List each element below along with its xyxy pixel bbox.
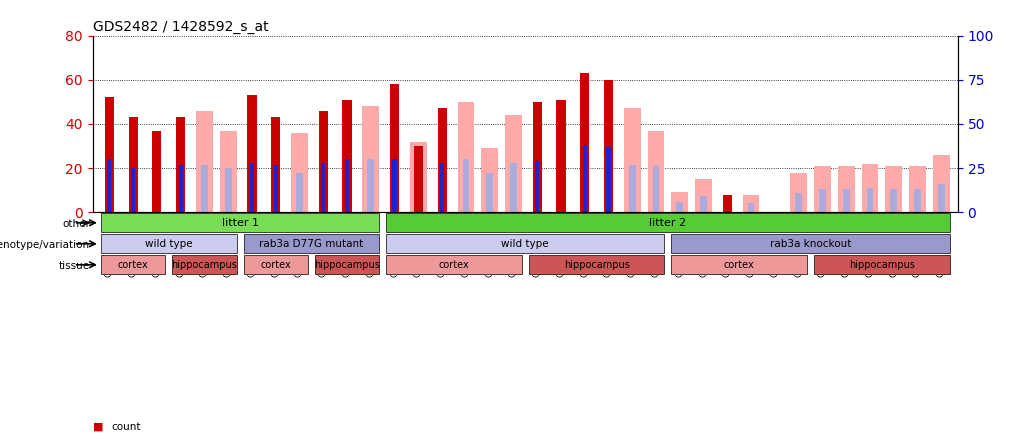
Bar — [533, 102, 542, 212]
Bar — [843, 189, 850, 212]
Text: cortex: cortex — [439, 260, 470, 270]
Bar — [624, 108, 641, 212]
Bar — [386, 255, 522, 274]
Bar — [814, 166, 831, 212]
Bar — [528, 255, 664, 274]
Bar — [886, 166, 902, 212]
Bar — [510, 163, 517, 212]
Bar — [392, 159, 397, 212]
Bar — [653, 166, 659, 212]
Bar — [318, 111, 328, 212]
Bar — [244, 234, 379, 253]
Text: ■: ■ — [93, 422, 103, 432]
Text: hippocampus: hippocampus — [314, 260, 380, 270]
Bar — [938, 184, 945, 212]
Bar — [672, 255, 806, 274]
Bar — [695, 179, 712, 212]
Bar — [297, 174, 303, 212]
Bar — [390, 84, 400, 212]
Bar — [291, 133, 308, 212]
Bar — [386, 214, 950, 232]
Bar — [743, 194, 759, 212]
Bar — [481, 148, 497, 212]
Bar — [201, 165, 208, 212]
Bar — [604, 80, 613, 212]
Bar — [105, 97, 114, 212]
Text: cortex: cortex — [117, 260, 148, 270]
Text: litter 1: litter 1 — [221, 218, 259, 228]
Bar — [890, 189, 897, 212]
Bar — [101, 255, 165, 274]
Bar — [321, 163, 325, 212]
Bar — [505, 115, 522, 212]
Bar — [862, 164, 879, 212]
Bar — [536, 161, 540, 212]
Text: cortex: cortex — [724, 260, 755, 270]
Bar — [819, 189, 826, 212]
Bar — [315, 255, 379, 274]
Bar — [837, 166, 855, 212]
Text: hippocampus: hippocampus — [171, 260, 237, 270]
Bar — [462, 159, 470, 212]
Bar — [271, 117, 280, 212]
Bar — [700, 196, 707, 212]
Bar — [225, 168, 232, 212]
Bar — [386, 234, 664, 253]
Bar — [172, 255, 237, 274]
Bar — [866, 187, 873, 212]
Text: rab3a D77G mutant: rab3a D77G mutant — [260, 239, 364, 249]
Bar — [363, 106, 379, 212]
Text: wild type: wild type — [145, 239, 193, 249]
Bar — [457, 102, 474, 212]
Bar — [672, 192, 688, 212]
Text: litter 2: litter 2 — [649, 218, 686, 228]
Bar — [629, 165, 636, 212]
Bar — [790, 173, 806, 212]
Text: wild type: wild type — [502, 239, 549, 249]
Text: GDS2482 / 1428592_s_at: GDS2482 / 1428592_s_at — [93, 20, 269, 35]
Bar — [342, 99, 351, 212]
Bar — [101, 214, 379, 232]
Bar — [583, 145, 587, 212]
Bar — [723, 194, 732, 212]
Bar — [672, 234, 950, 253]
Bar — [250, 163, 254, 212]
Bar — [440, 163, 444, 212]
Bar — [607, 147, 611, 212]
Bar — [274, 165, 278, 212]
Text: count: count — [111, 422, 141, 432]
Bar — [438, 108, 447, 212]
Bar — [933, 155, 950, 212]
Bar — [677, 202, 683, 212]
Bar — [410, 142, 426, 212]
Bar — [814, 255, 950, 274]
Bar — [648, 131, 664, 212]
Bar — [556, 99, 565, 212]
Bar — [101, 234, 237, 253]
Bar — [129, 117, 138, 212]
Bar — [176, 117, 185, 212]
Bar — [131, 168, 135, 212]
Text: hippocampus: hippocampus — [563, 260, 629, 270]
Bar — [178, 165, 182, 212]
Bar — [345, 159, 349, 212]
Text: rab3a knockout: rab3a knockout — [769, 239, 851, 249]
Bar — [795, 193, 802, 212]
Bar — [247, 95, 256, 212]
Bar — [748, 203, 754, 212]
Bar — [915, 189, 921, 212]
Bar — [909, 166, 926, 212]
Bar — [219, 131, 237, 212]
Text: hippocampus: hippocampus — [849, 260, 915, 270]
Bar — [244, 255, 308, 274]
Bar — [196, 111, 213, 212]
Bar — [580, 73, 589, 212]
Bar — [368, 159, 374, 212]
Bar — [486, 174, 493, 212]
Bar — [415, 172, 421, 212]
Bar — [414, 146, 423, 212]
Bar — [152, 131, 162, 212]
Text: cortex: cortex — [261, 260, 291, 270]
Bar — [107, 159, 111, 212]
